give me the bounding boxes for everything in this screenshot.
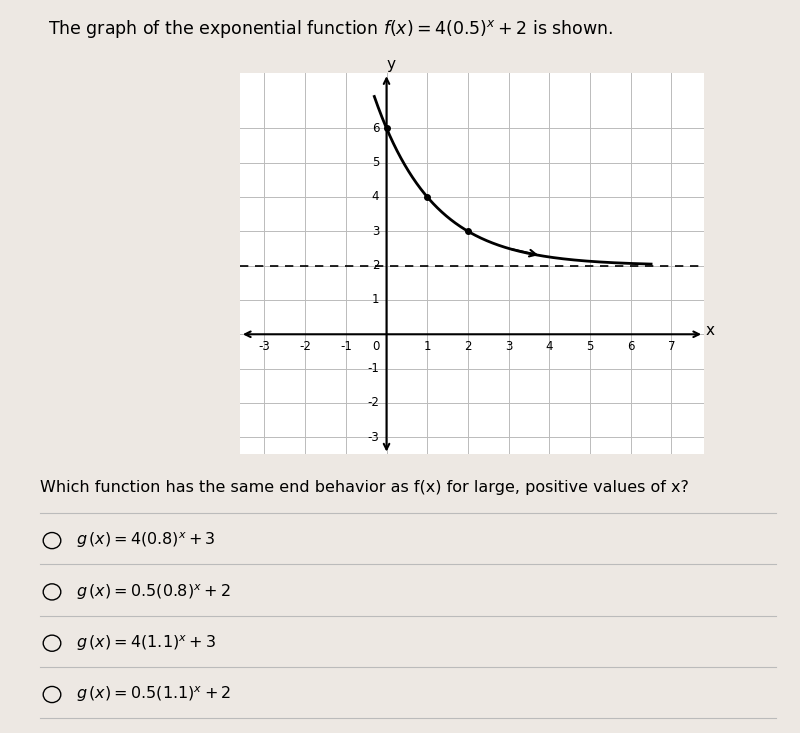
Text: -2: -2 [367,397,379,410]
Text: x: x [706,323,715,338]
Text: -2: -2 [299,340,311,353]
Text: 2: 2 [464,340,472,353]
Text: The graph of the exponential function $f(x) = 4(0.5)^x + 2$ is shown.: The graph of the exponential function $f… [48,18,614,40]
Text: -3: -3 [258,340,270,353]
Text: 3: 3 [372,225,379,237]
Text: 5: 5 [372,156,379,169]
Text: 0: 0 [372,340,379,353]
Text: $g\,(x) = 0.5(0.8)^x + 2$: $g\,(x) = 0.5(0.8)^x + 2$ [76,582,230,602]
Text: -1: -1 [367,362,379,375]
Text: 7: 7 [668,340,675,353]
Text: 5: 5 [586,340,594,353]
Text: 1: 1 [372,293,379,306]
Text: 2: 2 [372,259,379,272]
Text: 6: 6 [372,122,379,135]
Text: $g\,(x) = 4(0.8)^x + 3$: $g\,(x) = 4(0.8)^x + 3$ [76,531,216,550]
Text: $g\,(x) = 0.5(1.1)^x + 2$: $g\,(x) = 0.5(1.1)^x + 2$ [76,685,231,704]
Text: -1: -1 [340,340,352,353]
Text: 1: 1 [423,340,431,353]
Text: $g\,(x) = 4(1.1)^x + 3$: $g\,(x) = 4(1.1)^x + 3$ [76,633,216,653]
Text: -3: -3 [367,431,379,443]
Text: 3: 3 [505,340,512,353]
Text: y: y [387,56,396,72]
Text: Which function has the same end behavior as f(x) for large, positive values of x: Which function has the same end behavior… [40,480,689,495]
Text: 4: 4 [546,340,553,353]
Text: 6: 6 [627,340,634,353]
Text: 4: 4 [372,191,379,204]
